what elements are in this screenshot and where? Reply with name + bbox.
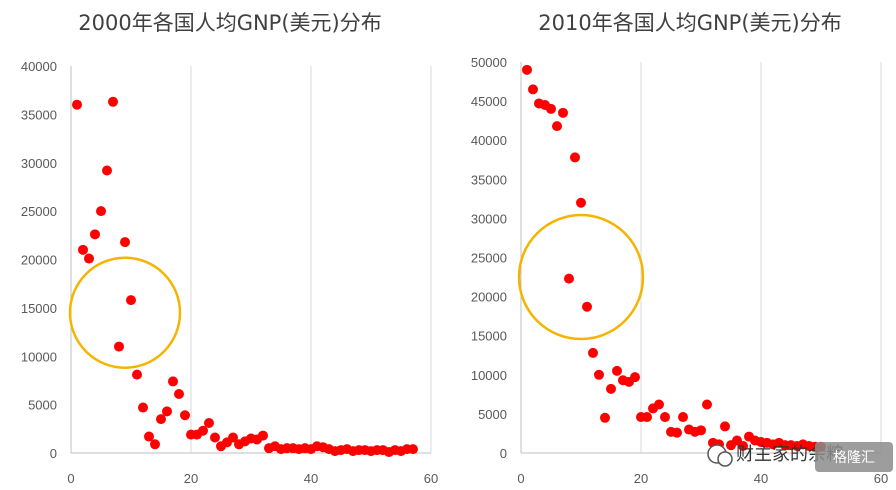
y-tick-label: 15000 — [471, 329, 507, 344]
y-tick-label: 50000 — [471, 55, 507, 70]
data-point — [552, 121, 562, 132]
data-point — [522, 64, 532, 75]
data-point — [72, 99, 82, 110]
data-point — [606, 383, 616, 394]
data-point — [588, 347, 598, 358]
y-tick-label: 40000 — [21, 59, 57, 74]
data-point — [408, 444, 418, 455]
x-tick-label: 60 — [424, 471, 438, 486]
data-point — [90, 229, 100, 240]
tick-labels: 0 5000 10000 15000 20000 25000 30000 35000 40000… — [21, 59, 438, 486]
x-tick-label: 0 — [67, 471, 74, 486]
data-point — [84, 253, 94, 264]
x-tick-label: 40 — [304, 471, 318, 486]
data-point — [576, 197, 586, 208]
data-point — [612, 365, 622, 376]
data-point — [678, 412, 688, 423]
data-point — [660, 412, 670, 423]
y-tick-label: 30000 — [471, 211, 507, 226]
y-tick-label: 10000 — [471, 368, 507, 383]
data-point — [570, 152, 580, 163]
chart-title: 2000年各国人均GNP(美元)分布 — [78, 11, 381, 35]
chart-title: 2010年各国人均GNP(美元)分布 — [538, 11, 841, 35]
y-tick-label: 0 — [500, 446, 507, 461]
data-point — [582, 301, 592, 312]
highlight-ring — [68, 256, 182, 369]
data-point — [132, 369, 142, 380]
y-tick-label: 15000 — [21, 301, 57, 316]
data-point — [672, 427, 682, 438]
data-point — [168, 376, 178, 387]
data-points — [522, 64, 826, 452]
x-tick-label: 20 — [634, 471, 648, 486]
y-tick-label: 35000 — [21, 107, 57, 122]
data-point — [228, 432, 238, 443]
y-tick-label: 25000 — [471, 251, 507, 266]
data-point — [702, 399, 712, 410]
data-point — [204, 418, 214, 429]
chart-2000: 2000年各国人均GNP(美元)分布 0 5000 10000 15000 20000 2… — [21, 11, 438, 486]
chart-2010: 2010年各国人均GNP(美元)分布 0 5000 10000 15000 20000 2… — [471, 11, 888, 486]
y-tick-label: 20000 — [471, 290, 507, 305]
data-point — [114, 341, 124, 352]
data-point — [78, 244, 88, 255]
watermark-badge — [815, 442, 893, 472]
data-point — [594, 369, 604, 380]
wechat-icon-bubble — [717, 451, 733, 467]
data-point — [198, 425, 208, 436]
tick-labels: 0 5000 10000 15000 20000 25000 30000 35000 40000… — [471, 55, 888, 486]
x-tick-label: 60 — [874, 471, 888, 486]
data-point — [96, 206, 106, 217]
data-point — [528, 84, 538, 95]
data-point — [696, 425, 706, 436]
highlight-ring — [517, 213, 645, 341]
data-point — [258, 430, 268, 441]
data-point — [720, 421, 730, 432]
y-tick-label: 5000 — [28, 398, 57, 413]
data-point — [126, 295, 136, 306]
data-points — [72, 96, 418, 458]
data-point — [138, 402, 148, 413]
data-point — [102, 165, 112, 176]
grid — [520, 62, 882, 454]
data-point — [642, 412, 652, 423]
data-point — [210, 432, 220, 443]
data-point — [180, 410, 190, 421]
data-point — [162, 406, 172, 417]
data-point — [174, 388, 184, 399]
y-tick-label: 45000 — [471, 94, 507, 109]
highlight-circle — [517, 213, 645, 341]
data-point — [654, 399, 664, 410]
data-point — [564, 273, 574, 284]
y-tick-label: 20000 — [21, 253, 57, 268]
data-point — [108, 96, 118, 107]
data-point — [630, 372, 640, 383]
watermark: 财主家的余粮 格隆汇 — [707, 442, 893, 472]
grid — [70, 66, 432, 454]
data-point — [120, 237, 130, 248]
x-tick-label: 40 — [754, 471, 768, 486]
y-tick-label: 10000 — [21, 349, 57, 364]
data-point — [600, 412, 610, 423]
y-tick-label: 40000 — [471, 133, 507, 148]
y-tick-label: 25000 — [21, 204, 57, 219]
highlight-circle — [68, 256, 182, 369]
data-point — [150, 439, 160, 450]
x-tick-label: 20 — [184, 471, 198, 486]
y-tick-label: 30000 — [21, 156, 57, 171]
y-tick-label: 5000 — [478, 407, 507, 422]
y-tick-label: 35000 — [471, 172, 507, 187]
x-tick-label: 0 — [517, 471, 524, 486]
y-tick-label: 0 — [50, 446, 57, 461]
data-point — [558, 107, 568, 118]
data-point — [738, 440, 748, 451]
data-point — [546, 103, 556, 114]
data-point — [156, 414, 166, 425]
data-point — [144, 431, 154, 442]
watermark-badge-text: 格隆汇 — [833, 450, 875, 466]
